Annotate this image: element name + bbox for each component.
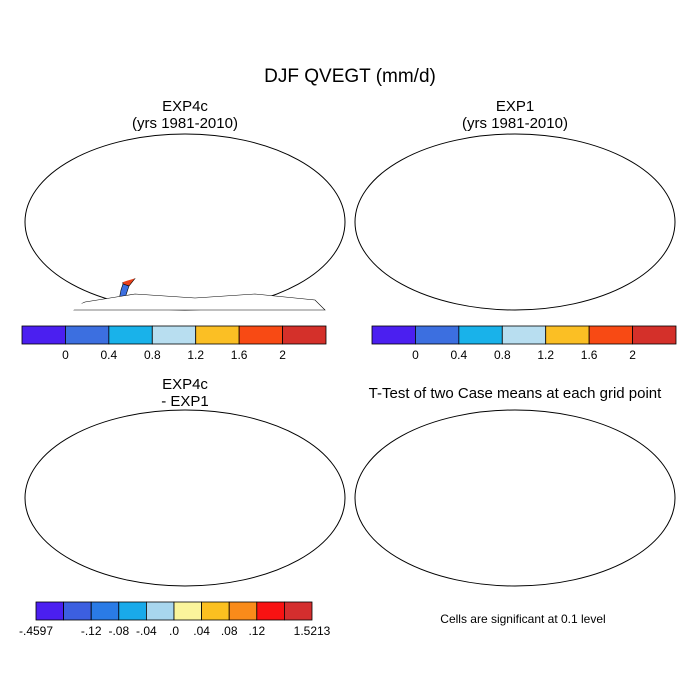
colorbar-box — [228, 601, 258, 621]
colorbar-box — [282, 325, 327, 345]
map-frame — [24, 409, 346, 587]
panel-diff-title: EXP4c — [162, 376, 208, 393]
colorbar-tick-label: .08 — [221, 624, 238, 638]
panel-exp4c: EXP4c (yrs 1981-2010) — [24, 98, 346, 311]
colorbar-tick-label: 1.2 — [537, 348, 554, 362]
panel-exp4c-subtitle: (yrs 1981-2010) — [132, 115, 238, 132]
colorbar-exp4c: 0 0.4 0.8 1.2 1.6 2 — [21, 325, 327, 362]
colorbar-box — [415, 325, 460, 345]
panel-diff: EXP4c - EXP1 — [24, 376, 346, 587]
colorbar-box — [371, 325, 416, 345]
colorbar-box — [238, 325, 283, 345]
colorbar-box — [201, 601, 230, 621]
colorbar-tick-label: 0.4 — [101, 348, 118, 362]
colorbar-tick-label: 0 — [62, 348, 69, 362]
colorbar-tick-label: 1.6 — [231, 348, 248, 362]
colorbar-box — [151, 325, 197, 345]
colorbar-tick-label: 2 — [629, 348, 636, 362]
figure-title: DJF QVEGT (mm/d) — [264, 66, 436, 87]
colorbar-tick-label: -.4597 — [19, 624, 53, 638]
colorbar-tick-label: 0.4 — [451, 348, 468, 362]
panel-exp1-subtitle: (yrs 1981-2010) — [462, 115, 568, 132]
colorbar-box — [283, 601, 313, 621]
significance-note: Cells are significant at 0.1 level — [440, 612, 605, 626]
colorbar-tick-label: 0.8 — [494, 348, 511, 362]
colorbar-box — [588, 325, 633, 345]
colorbar-box — [545, 325, 590, 345]
colorbar-box — [256, 601, 285, 621]
colorbar-tick-label: .0 — [169, 624, 179, 638]
panel-exp4c-title: EXP4c — [162, 98, 208, 115]
map-frame — [354, 409, 676, 587]
colorbar-tick-label: 1.5213 — [294, 624, 331, 638]
map-frame — [354, 133, 676, 311]
panel-ttest-title: T-Test of two Case means at each grid po… — [369, 385, 662, 402]
colorbar-diff: -.4597 -.12 -.08 -.04 .0 .04 .08 .12 1.5213 — [19, 601, 331, 638]
colorbar-box — [65, 325, 110, 345]
colorbar-tick-label: 1.2 — [187, 348, 204, 362]
map-frame — [24, 133, 346, 311]
panel-ttest: T-Test of two Case means at each grid po… — [354, 385, 676, 587]
colorbar-box — [173, 601, 203, 621]
colorbar-exp1: 0 0.4 0.8 1.2 1.6 2 — [371, 325, 677, 362]
panel-exp1-title: EXP1 — [496, 98, 534, 115]
colorbar-box — [90, 601, 120, 621]
colorbar-tick-label: 1.6 — [581, 348, 598, 362]
colorbar-box — [118, 601, 147, 621]
colorbar-box — [501, 325, 547, 345]
colorbar-tick-label: .12 — [248, 624, 265, 638]
colorbar-tick-label: -.08 — [108, 624, 129, 638]
colorbar-box — [145, 601, 175, 621]
colorbar-tick-label: 2 — [279, 348, 286, 362]
colorbar-box — [632, 325, 677, 345]
colorbar-box — [21, 325, 66, 345]
colorbar-box — [195, 325, 240, 345]
colorbar-tick-label: 0 — [412, 348, 419, 362]
colorbar-tick-label: .04 — [193, 624, 210, 638]
colorbar-tick-label: -.04 — [136, 624, 157, 638]
colorbar-box — [63, 601, 92, 621]
panel-diff-subtitle: - EXP1 — [161, 393, 209, 410]
colorbar-tick-label: -.12 — [81, 624, 102, 638]
colorbar-box — [108, 325, 153, 345]
colorbar-tick-label: 0.8 — [144, 348, 161, 362]
colorbar-box — [458, 325, 503, 345]
colorbar-box — [35, 601, 65, 621]
panel-exp1: EXP1 (yrs 1981-2010) — [354, 98, 676, 311]
land-antarctica — [64, 293, 326, 311]
